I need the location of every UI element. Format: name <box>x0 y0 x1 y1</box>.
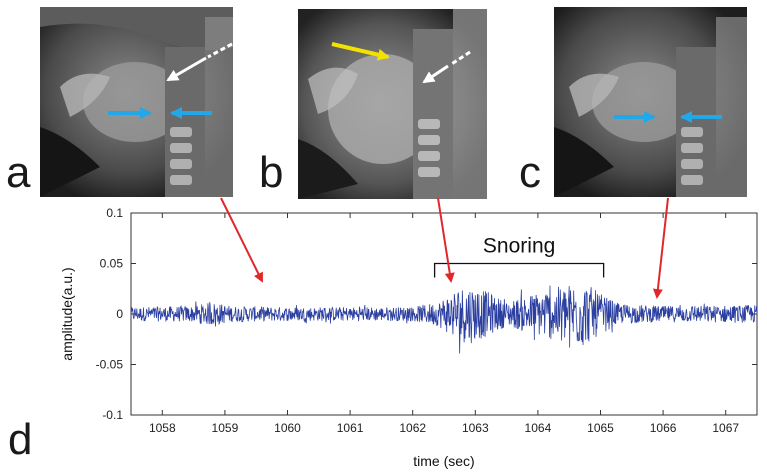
y-tick-label: -0.1 <box>102 408 123 422</box>
snoring-annotation: Snoring <box>433 235 605 278</box>
mri-panel-c <box>554 7 747 197</box>
panel-letter-b: b <box>259 148 284 197</box>
x-tick-label: 1059 <box>212 421 239 435</box>
x-tick-label: 1065 <box>587 421 614 435</box>
y-tick-label: 0.05 <box>100 257 124 271</box>
snoring-bracket <box>433 262 605 278</box>
snoring-label: Snoring <box>483 235 555 258</box>
mri-panel-b <box>298 9 487 199</box>
mri-image-b <box>298 9 487 199</box>
y-axis-label: amplitude(a.u.) <box>59 267 75 360</box>
x-tick-label: 1067 <box>712 421 739 435</box>
panel-letter-a: a <box>6 148 31 197</box>
x-tick-label: 1061 <box>337 421 364 435</box>
mri-image-c <box>554 7 747 197</box>
y-axis-ticks: 0.1 0.05 0 -0.05 -0.1 <box>96 206 757 422</box>
x-tick-label: 1060 <box>274 421 301 435</box>
y-tick-label: 0.1 <box>106 206 123 220</box>
x-axis-label: time (sec) <box>413 453 474 469</box>
waveform-series <box>130 285 758 354</box>
panel-letter-c: c <box>519 148 541 197</box>
panel-letter-d: d <box>8 415 33 464</box>
x-tick-label: 1066 <box>650 421 677 435</box>
y-tick-label: 0 <box>116 307 123 321</box>
x-tick-label: 1058 <box>149 421 176 435</box>
y-tick-label: -0.05 <box>96 358 124 372</box>
x-tick-label: 1062 <box>399 421 426 435</box>
waveform-line <box>130 285 758 354</box>
x-axis-ticks: 1058 1059 1060 1061 1062 1063 1064 1065 1066 1067 <box>149 213 739 435</box>
x-tick-label: 1064 <box>525 421 552 435</box>
x-tick-label: 1063 <box>462 421 489 435</box>
